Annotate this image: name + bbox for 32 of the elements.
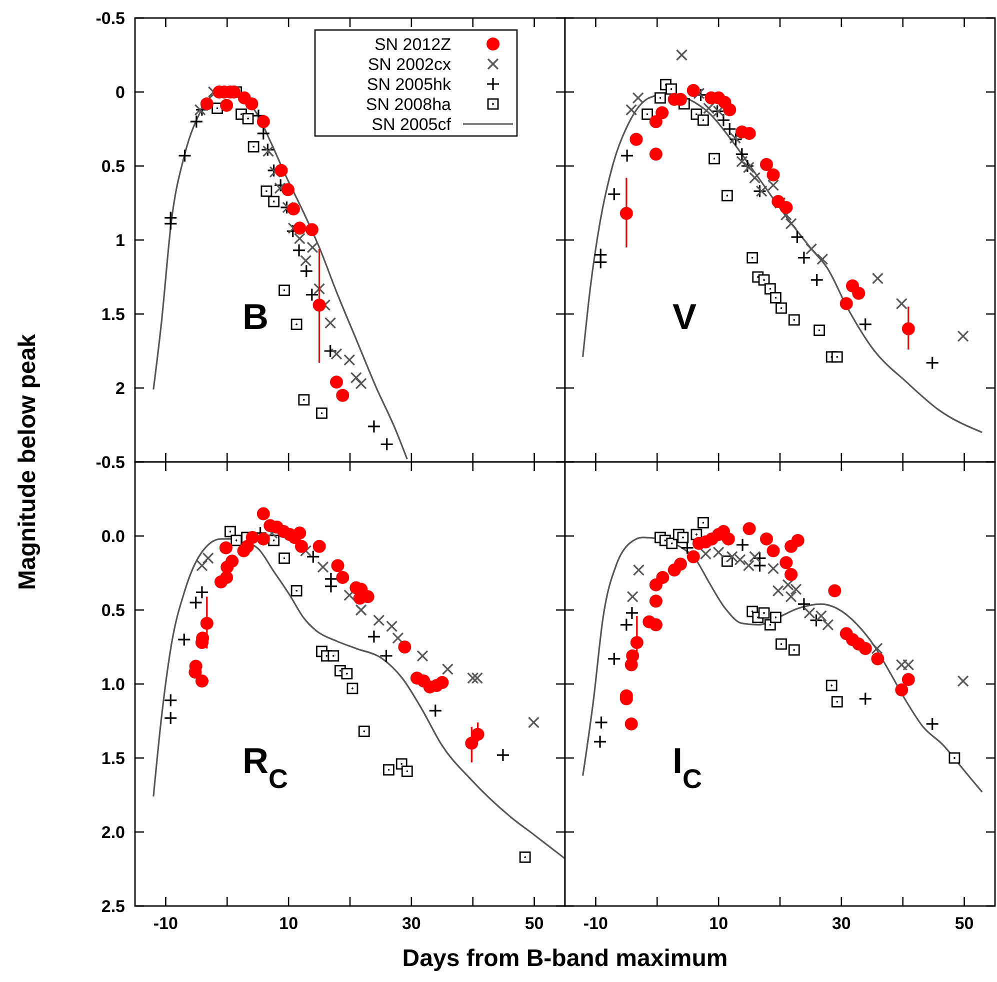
y-tick-label: 0.5 (101, 601, 125, 620)
legend-label: SN 2012Z (374, 35, 451, 54)
legend-label: SN 2008ha (366, 95, 452, 114)
x-tick-label: 10 (279, 914, 298, 933)
y-tick-label: 2 (116, 379, 125, 398)
y-tick-label: 2.5 (101, 897, 125, 916)
y-tick-label: -0.5 (96, 453, 125, 472)
legend-label: SN 2002cx (368, 55, 452, 74)
legend-label: SN 2005cf (372, 115, 452, 134)
annotation: V (672, 296, 697, 337)
y-tick-label: 1 (116, 231, 125, 250)
y-tick-label: 0.0 (101, 527, 125, 546)
y-tick-label: 1.5 (101, 305, 125, 324)
x-tick-label: 10 (709, 914, 728, 933)
y-tick-label: 0.5 (101, 157, 125, 176)
y-tick-label: 1.0 (101, 675, 125, 694)
annotation: I$_{C}$ (672, 740, 702, 794)
x-axis-title: Days from B-band maximum (402, 945, 728, 972)
x-tick-label: 50 (524, 914, 544, 933)
x-tick-label: -10 (583, 914, 608, 933)
y-axis-title: Magnitude below peak (14, 333, 41, 590)
legend-label: SN 2005hk (366, 75, 452, 94)
x-tick-label: -10 (153, 914, 178, 933)
y-tick-label: 2.0 (101, 823, 125, 842)
y-tick-label: -0.5 (96, 9, 125, 28)
x-tick-label: 30 (402, 914, 421, 933)
annotation: R$_{C}$ (242, 740, 288, 794)
x-tick-label: 30 (832, 914, 851, 933)
y-tick-label: 1.5 (101, 749, 125, 768)
x-tick-label: 50 (954, 914, 974, 933)
y-tick-label: 0 (116, 83, 125, 102)
annotation: B (242, 296, 268, 337)
